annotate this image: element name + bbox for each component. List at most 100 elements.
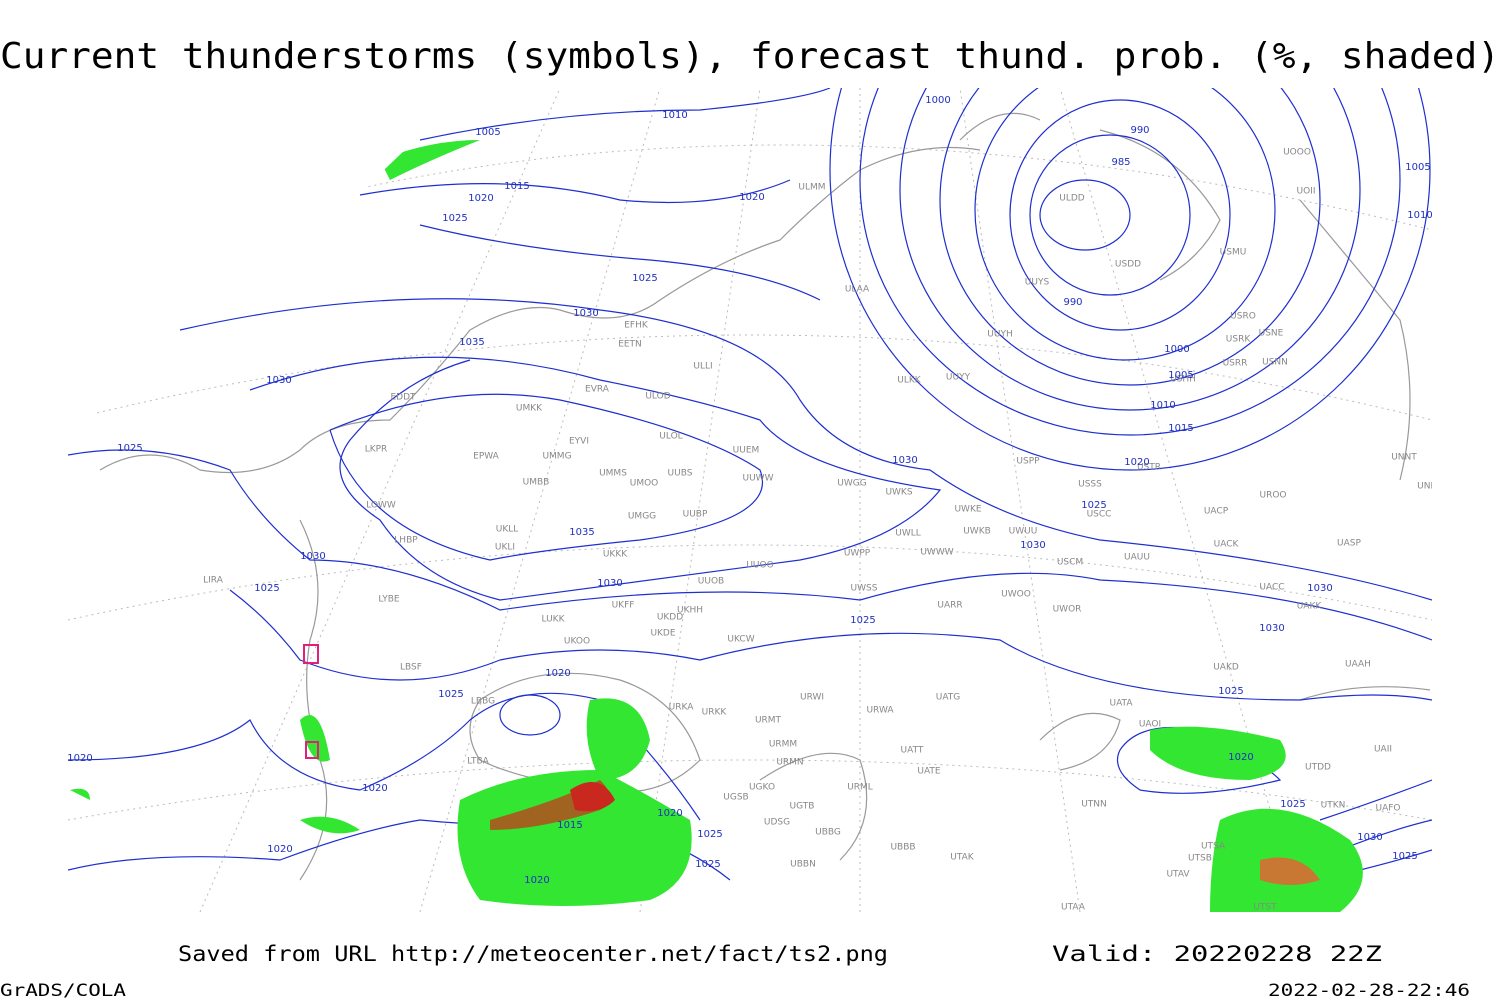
isobars [68,88,1432,881]
station-label: UBBN [790,860,816,870]
isobar-label: 1030 [892,455,917,466]
graticule [68,88,1432,912]
station-label: UWPP [844,549,871,559]
isobar-label: 1015 [557,820,582,831]
isobar-label: 1025 [632,273,657,284]
station-label: UMMG [542,452,571,462]
station-label: UAOI [1139,720,1161,730]
station-label: UWKB [963,527,991,537]
station-label: ULKK [897,376,922,386]
station-label: UGSB [723,793,748,803]
station-label: EPWA [473,452,500,462]
station-label: ULOD [645,392,670,402]
station-label: UKCW [727,635,754,645]
station-label: UTSB [1188,854,1212,864]
station-label: UTST [1253,903,1277,913]
station-label: EFHK [624,321,649,331]
station-label: UWOR [1053,605,1082,615]
station-label: UTAK [950,853,975,863]
isobar-label: 1025 [695,859,720,870]
station-label: UAII [1374,745,1392,755]
station-label: LHBP [394,536,418,546]
station-label: UASP [1337,539,1361,549]
station-label: UACC [1259,583,1284,593]
station-label: USNN [1262,358,1288,368]
isobar-label: 1030 [1357,832,1382,843]
station-label: URMM [769,740,797,750]
station-label: UOII [1297,187,1316,197]
isobar-label: 990 [1063,297,1082,308]
station-label: UKDE [650,629,675,639]
station-label: EYVI [569,437,589,447]
isobar-label: 1015 [504,181,529,192]
isobar-label: 1025 [1280,799,1305,810]
isobar-label: 1025 [117,443,142,454]
isobar-label: 1010 [1407,210,1432,221]
isobar-label: 1030 [573,308,598,319]
station-label: URMT [755,716,782,726]
station-label: USRR [1223,359,1248,369]
station-label: UTNN [1081,800,1107,810]
station-label: UWLL [895,529,921,539]
storm-symbol [303,644,319,664]
station-label: LBBG [471,697,495,707]
valid-time: Valid: 20220228 22Z [1052,942,1382,966]
isobar-label: 1025 [442,213,467,224]
station-label: UTAA [1061,903,1086,913]
station-label: LKPR [365,445,388,455]
station-label: UUBS [668,469,693,479]
station-label: LYBE [378,595,399,605]
station-label: UWSS [851,584,878,594]
station-label: URML [847,783,873,793]
timestamp: 2022-02-28-22:46 [1268,981,1470,1000]
isobar-label: 1005 [1405,162,1430,173]
isobar-label: 1025 [697,829,722,840]
isobar-label: 1020 [468,193,493,204]
station-label: USRK [1226,335,1252,345]
isobar-label: 1005 [475,127,500,138]
isobar-label: 1020 [362,783,387,794]
station-label: USTR [1137,463,1161,473]
station-label: LOWW [366,501,396,511]
isobar-label: 1020 [67,753,92,764]
isobar-label: 1025 [438,689,463,700]
station-label: UATT [901,746,924,756]
isobar-label: 1015 [1168,423,1193,434]
station-label: UAKK [1297,602,1323,612]
station-label: UKKK [603,550,628,560]
station-label: EVRA [585,385,610,395]
station-label: LTBA [467,757,489,767]
station-label: URMN [776,758,803,768]
isobar-label: 1025 [254,583,279,594]
station-label: UATA [1109,699,1133,709]
station-label: UBBB [890,843,915,853]
station-label: LBSF [400,663,422,673]
station-label: LUKK [542,615,566,625]
station-label: UMKK [516,404,543,414]
isobar-label: 1020 [267,844,292,855]
isobar-label: 1020 [524,875,549,886]
station-label: USDD [1115,260,1141,270]
station-label: ULDD [1059,194,1085,204]
station-label: UDSG [764,818,790,828]
station-label: UUYH [987,330,1012,340]
station-label: UTAV [1166,870,1190,880]
station-label: UROO [1259,491,1286,501]
station-label: USSS [1078,480,1102,490]
isobar-label: 1035 [459,337,484,348]
isobar-label: 1030 [597,578,622,589]
station-label: UBBG [815,828,841,838]
isobar-label: 1000 [1164,344,1189,355]
station-label: UAFO [1375,804,1400,814]
station-label: URWA [866,706,894,716]
station-label: UKLL [496,525,519,535]
station-label: ULMM [798,183,825,193]
isobar-label: 1005 [1168,370,1193,381]
station-label: USHH [1170,375,1196,385]
station-label: UWKS [885,488,912,498]
station-label: URWI [800,693,824,703]
map-area: ULMM ULAA EFHK EETN ULLI ULOL ULOD EVRA UMKK EYVI… [67,88,1432,913]
isobar-label: 990 [1130,125,1149,136]
station-label: UUWW [743,474,774,484]
